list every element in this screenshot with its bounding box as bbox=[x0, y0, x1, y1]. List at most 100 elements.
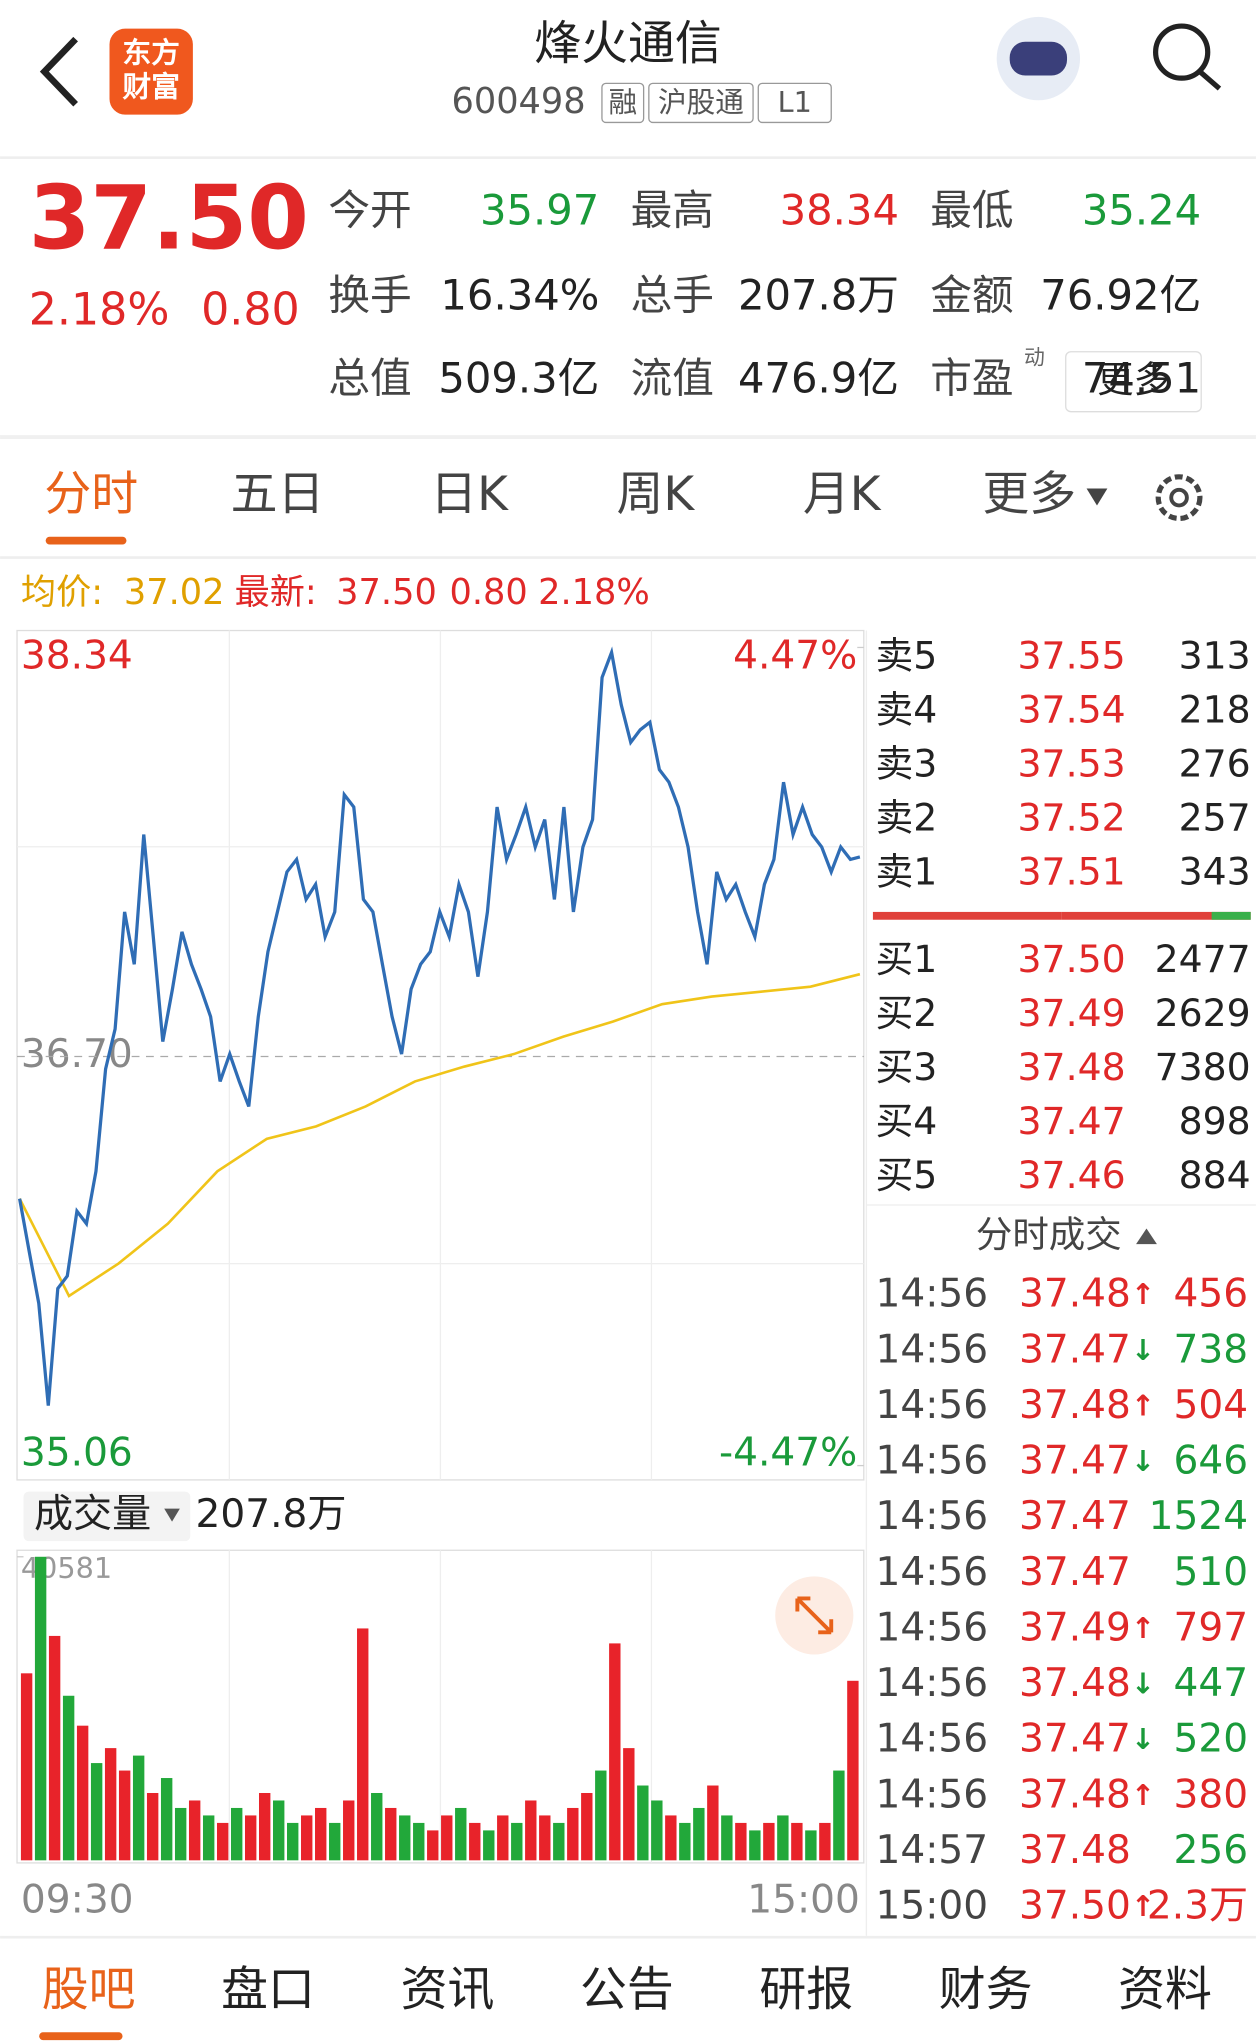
nav-item[interactable]: 资料 bbox=[1118, 1963, 1212, 2018]
assistant-face bbox=[1009, 41, 1068, 76]
order-price: 37.49 bbox=[1018, 991, 1126, 1035]
trade-time: 14:57 bbox=[876, 1828, 989, 1873]
expand-icon bbox=[795, 1596, 834, 1635]
trade-time: 14:56 bbox=[876, 1439, 989, 1484]
order-volume: 313 bbox=[1179, 633, 1251, 677]
volume-bar bbox=[258, 1792, 271, 1861]
volume-bar bbox=[819, 1822, 831, 1861]
y2-tick-label: 4.47% bbox=[733, 633, 857, 678]
stat-value: 16.34% bbox=[440, 270, 599, 319]
trade-price: 37.48 bbox=[1019, 1828, 1131, 1873]
trade-time: 14:56 bbox=[876, 1550, 989, 1595]
stat-value: 476.9亿 bbox=[738, 354, 899, 403]
settings-icon[interactable] bbox=[1155, 474, 1203, 522]
order-label: 买1 bbox=[876, 937, 938, 981]
logo-text: 东方 bbox=[123, 36, 180, 70]
stat-value: 509.3亿 bbox=[438, 354, 599, 403]
volume-bar bbox=[567, 1807, 579, 1861]
volume-bar bbox=[413, 1822, 425, 1861]
trade-time: 14:56 bbox=[876, 1717, 989, 1762]
trade-volume: 447 bbox=[1174, 1661, 1249, 1706]
trade-arrow: ↑ bbox=[1131, 1388, 1155, 1422]
order-price: 37.48 bbox=[1018, 1045, 1126, 1089]
order-volume: 898 bbox=[1179, 1099, 1251, 1143]
stock-code: 600498 bbox=[451, 81, 585, 122]
tag: L1 bbox=[778, 85, 812, 119]
stat-value: 76.92亿 bbox=[1040, 270, 1201, 319]
more-button[interactable] bbox=[1065, 351, 1202, 413]
trade-volume: 2.3万 bbox=[1147, 1884, 1248, 1929]
volume-bar bbox=[287, 1822, 299, 1861]
nav-item[interactable]: 财务 bbox=[939, 1963, 1033, 2018]
order-volume: 218 bbox=[1179, 687, 1251, 731]
trade-arrow: ↑ bbox=[1131, 1889, 1155, 1923]
average-line bbox=[18, 972, 861, 1298]
volume-bar bbox=[679, 1822, 691, 1861]
last-change-pct: 2.18% bbox=[538, 572, 650, 613]
y-tick-label: 36.70 bbox=[21, 1032, 133, 1077]
volume-total: 207.8万 bbox=[195, 1492, 346, 1537]
nav-item[interactable]: 研报 bbox=[759, 1963, 853, 2018]
volume-bar bbox=[146, 1792, 159, 1861]
stock-name: 烽火通信 bbox=[534, 16, 722, 71]
order-label: 买4 bbox=[876, 1099, 938, 1143]
tab[interactable]: 更多 bbox=[982, 467, 1076, 522]
nav-item[interactable]: 股吧 bbox=[42, 1963, 136, 2018]
trade-price: 37.50 bbox=[1019, 1884, 1131, 1929]
volume-bar bbox=[609, 1643, 621, 1861]
last-change: 0.80 bbox=[450, 572, 528, 613]
tab[interactable]: 周K bbox=[617, 467, 696, 522]
trade-time: 14:56 bbox=[876, 1494, 989, 1539]
back-button[interactable] bbox=[39, 36, 78, 107]
depth-bar-sell bbox=[872, 911, 1062, 920]
order-price: 37.52 bbox=[1018, 796, 1126, 840]
order-volume: 2477 bbox=[1155, 937, 1251, 981]
settings-core bbox=[1169, 487, 1189, 508]
volume-bar bbox=[763, 1822, 775, 1861]
trade-volume: 1524 bbox=[1149, 1494, 1248, 1539]
trade-price: 37.48 bbox=[1019, 1661, 1131, 1706]
tab[interactable]: 五日 bbox=[231, 467, 325, 522]
trade-arrow: ↓ bbox=[1131, 1667, 1155, 1701]
trade-price: 37.47 bbox=[1019, 1717, 1131, 1762]
volume-bar bbox=[76, 1725, 89, 1861]
volume-bar bbox=[525, 1800, 537, 1861]
volume-bar bbox=[399, 1815, 411, 1861]
volume-bar bbox=[301, 1815, 313, 1861]
order-volume: 2629 bbox=[1155, 991, 1251, 1035]
tab[interactable]: 日K bbox=[430, 467, 509, 522]
volume-bar bbox=[90, 1763, 103, 1861]
volume-bar bbox=[371, 1792, 383, 1861]
trade-arrow: ↑ bbox=[1131, 1611, 1155, 1645]
divider bbox=[0, 556, 1256, 559]
volume-bar bbox=[104, 1748, 117, 1861]
volume-bar bbox=[721, 1815, 733, 1861]
tag-box bbox=[757, 82, 832, 124]
volume-bar bbox=[441, 1815, 453, 1861]
volume-bar bbox=[665, 1815, 677, 1861]
volume-bar bbox=[132, 1755, 145, 1861]
nav-item[interactable]: 资讯 bbox=[401, 1963, 495, 2018]
y-tick-label: 35.06 bbox=[21, 1431, 133, 1476]
tab[interactable]: 分时 bbox=[44, 467, 138, 522]
order-label: 卖5 bbox=[876, 633, 938, 677]
trade-price: 37.47 bbox=[1019, 1550, 1131, 1595]
nav-item[interactable]: 盘口 bbox=[221, 1963, 315, 2018]
tab-underline bbox=[45, 536, 127, 545]
trade-volume: 380 bbox=[1174, 1772, 1249, 1817]
price: 37.50 bbox=[29, 166, 309, 269]
avg-value: 37.02 bbox=[124, 572, 225, 613]
nav-item[interactable]: 公告 bbox=[580, 1963, 674, 2018]
trade-price: 37.47 bbox=[1019, 1494, 1131, 1539]
tab[interactable]: 月K bbox=[803, 467, 882, 522]
volume-selector[interactable] bbox=[23, 1491, 191, 1542]
volume-bar bbox=[469, 1822, 481, 1861]
volume-bar bbox=[160, 1778, 173, 1861]
last-value: 37.50 bbox=[336, 572, 437, 613]
tag: 沪股通 bbox=[658, 85, 744, 119]
search-icon[interactable] bbox=[1153, 23, 1211, 81]
logo-text: 财富 bbox=[123, 70, 180, 104]
volume-label: 成交量 bbox=[34, 1492, 151, 1537]
volume-bar bbox=[230, 1807, 243, 1861]
